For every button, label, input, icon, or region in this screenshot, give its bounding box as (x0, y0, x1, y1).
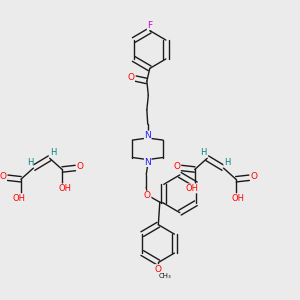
Text: O: O (250, 172, 257, 181)
Text: N: N (144, 158, 151, 166)
Text: H: H (224, 158, 230, 167)
Text: CH₃: CH₃ (159, 273, 172, 279)
Text: N: N (144, 131, 151, 140)
Text: OH: OH (58, 184, 71, 193)
Text: O: O (144, 191, 151, 200)
Text: O: O (155, 265, 162, 274)
Text: O: O (76, 162, 84, 171)
Text: O: O (128, 74, 134, 82)
Text: O: O (173, 162, 180, 171)
Text: OH: OH (232, 194, 245, 203)
Text: H: H (27, 158, 33, 167)
Text: H: H (50, 148, 56, 157)
Text: O: O (0, 172, 7, 181)
Text: F: F (147, 21, 152, 30)
Text: OH: OH (186, 184, 199, 193)
Text: OH: OH (12, 194, 25, 203)
Text: H: H (200, 148, 207, 157)
